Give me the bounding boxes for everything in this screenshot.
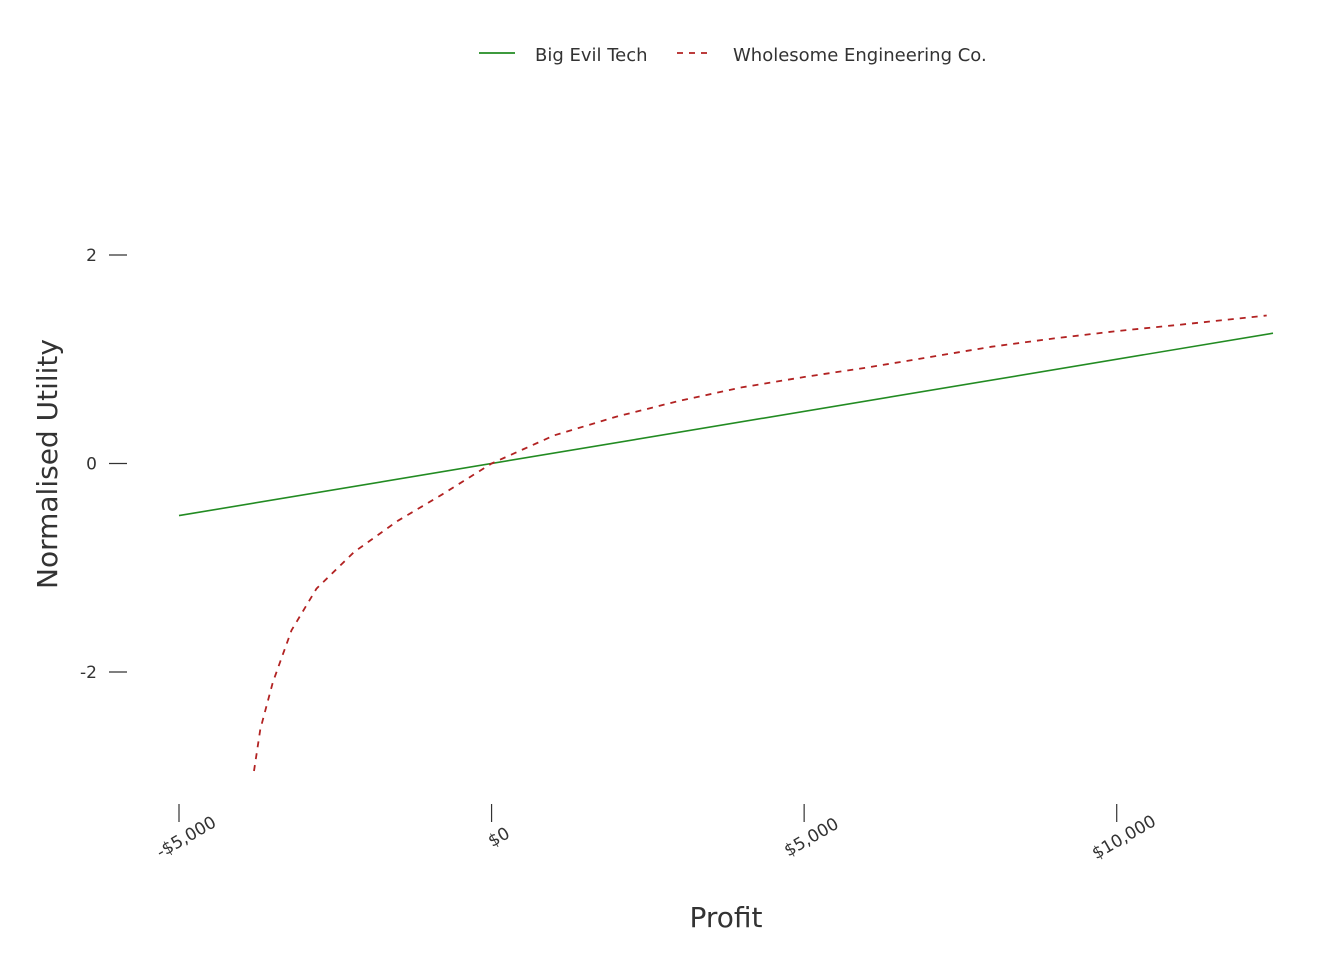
x-axis-title: Profit [689,901,762,934]
x-tick-label: $5,000 [781,814,843,861]
x-tick-label: -$5,000 [153,813,220,863]
y-axis-title: Normalised Utility [31,339,64,589]
series-line-big-evil-tech [178,332,1274,517]
y-tick-label: 0 [86,455,97,475]
series-line-wholesome-engineering [253,314,1267,772]
y-tick-label: 2 [86,246,97,266]
x-tick-label: $0 [485,824,514,852]
y-axis: 2 0 -2 [80,246,127,683]
legend-label: Big Evil Tech [535,45,648,66]
x-axis: -$5,000 $0 $5,000 $10,000 [153,804,1160,864]
legend: Big Evil Tech Wholesome Engineering Co. [479,45,987,66]
legend-label: Wholesome Engineering Co. [733,45,987,66]
legend-item: Big Evil Tech [479,45,648,66]
x-tick-label: $10,000 [1089,811,1160,863]
y-tick-label: -2 [80,663,97,683]
legend-item: Wholesome Engineering Co. [677,45,987,66]
series-layer [178,314,1274,772]
